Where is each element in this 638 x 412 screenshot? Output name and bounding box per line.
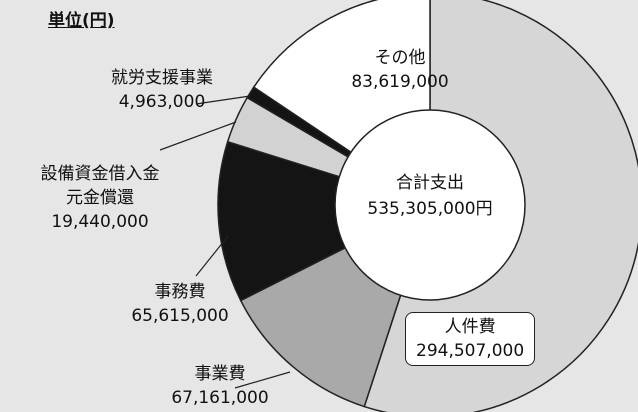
leader-line xyxy=(195,235,229,277)
leader-line xyxy=(195,95,251,105)
center-label: 合計支出 535,305,000円 xyxy=(340,170,520,222)
slice-label: 事務費 65,615,000 xyxy=(80,280,280,328)
category-label: 人件費 xyxy=(444,317,496,337)
slice-label: 就労支援事業 4,963,000 xyxy=(62,66,262,114)
leader-line xyxy=(234,371,291,389)
value-label: 83,619,000 xyxy=(351,72,449,92)
leader-line xyxy=(159,121,237,151)
wedge xyxy=(217,140,432,302)
total-label: 合計支出 xyxy=(396,173,464,193)
value-label: 65,615,000 xyxy=(131,306,229,326)
chart-title: 単位(円) xyxy=(48,11,115,31)
value-label: 67,161,000 xyxy=(171,388,269,408)
slice-label: 設備資金借入金 元金償還 19,440,000 xyxy=(0,162,200,234)
value-label: 294,507,000 xyxy=(416,341,525,361)
value-label: 4,963,000 xyxy=(118,92,206,112)
slice-label: その他 83,619,000 xyxy=(300,46,500,94)
slice-label: 人件費 294,507,000 xyxy=(405,312,536,366)
category-label: 就労支援事業 xyxy=(111,68,213,88)
donut-hole xyxy=(334,109,526,301)
leader-lines xyxy=(159,95,291,389)
category-label: 事業費 xyxy=(194,364,246,384)
category-label: 事務費 xyxy=(154,282,206,302)
category-label: 設備資金借入金 元金償還 xyxy=(40,164,160,208)
value-label: 19,440,000 xyxy=(51,212,149,232)
total: 535,305,000円 xyxy=(367,199,493,219)
slice-label: 事業費 67,161,000 xyxy=(120,362,320,410)
category-label: その他 xyxy=(374,48,426,68)
